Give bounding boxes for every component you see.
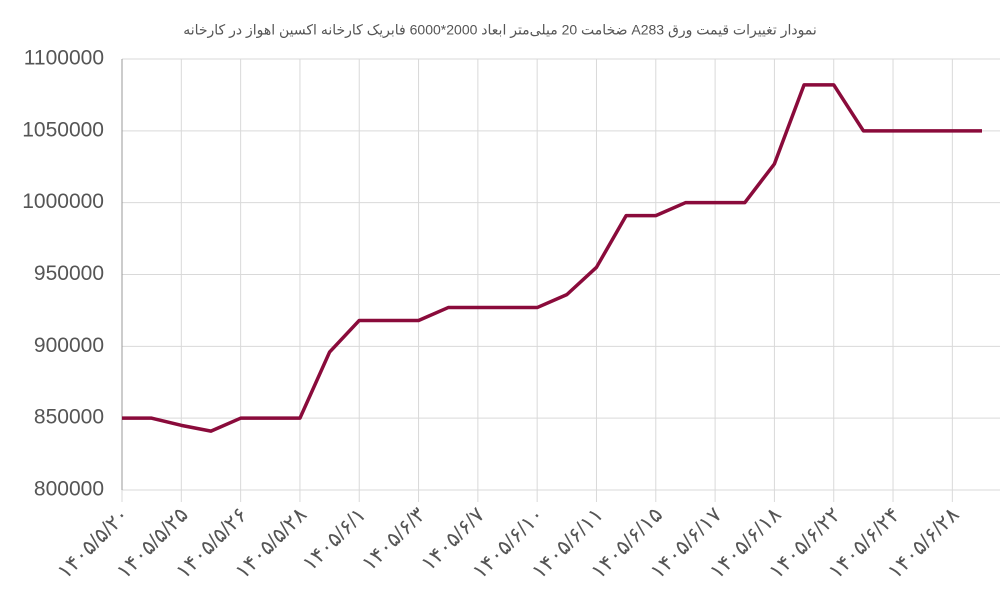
y-tick-label: 950000 <box>34 262 104 285</box>
y-tick-label: 1000000 <box>22 190 104 213</box>
chart-title: نمودار تغییرات قیمت ورق A283 ضخامت 20 می… <box>183 22 817 39</box>
line-series <box>122 83 982 433</box>
y-tick-label: 850000 <box>34 406 104 429</box>
y-tick-label: 900000 <box>34 334 104 357</box>
y-tick-label: 1100000 <box>24 47 104 70</box>
y-tick-label: 800000 <box>34 478 104 501</box>
x-tick-label: ۱۴۰۵/۶/۱ <box>298 503 370 575</box>
x-tick-label: ۱۴۰۵/۶/۳ <box>358 503 430 575</box>
y-tick-label: 1050000 <box>22 118 104 141</box>
